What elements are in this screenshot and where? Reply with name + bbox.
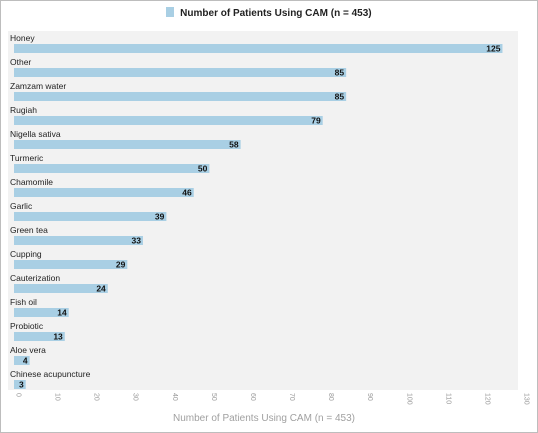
x-tick-label: 130 (523, 393, 530, 405)
x-tick-label: 0 (15, 393, 22, 397)
category-label: Other (10, 57, 31, 67)
value-label: 29 (116, 260, 126, 270)
category-label: Cauterization (10, 273, 60, 283)
x-tick-label: 20 (93, 393, 100, 401)
category-label: Nigella sativa (10, 129, 61, 139)
bar (14, 92, 347, 101)
legend-swatch (166, 7, 175, 17)
category-label: Garlic (10, 201, 33, 211)
value-label: 13 (53, 332, 63, 342)
plot-area (8, 31, 518, 390)
bar (14, 236, 143, 245)
x-tick-label: 10 (54, 393, 61, 401)
bar (14, 308, 69, 317)
x-tick-label: 110 (444, 393, 451, 404)
x-tick-label: 40 (171, 393, 178, 401)
x-tick-label: 120 (483, 393, 490, 405)
bar (14, 68, 347, 77)
category-label: Honey (10, 33, 35, 43)
x-tick-label: 100 (405, 393, 412, 405)
category-label: Green tea (10, 225, 48, 235)
category-label: Aloe vera (10, 345, 46, 355)
category-label: Cupping (10, 249, 42, 259)
legend: Number of Patients Using CAM (n = 453) (0, 7, 538, 19)
value-label: 39 (155, 212, 165, 222)
value-label: 33 (131, 236, 141, 246)
value-label: 4 (23, 356, 28, 366)
category-label: Rugiah (10, 105, 37, 115)
x-tick-label: 70 (288, 393, 295, 401)
value-label: 24 (96, 284, 106, 294)
bar (14, 284, 108, 293)
category-label: Turmeric (10, 153, 44, 163)
value-label: 79 (311, 116, 321, 126)
x-tick-label: 60 (249, 393, 256, 401)
category-label: Chinese acupuncture (10, 369, 91, 379)
bar (14, 44, 503, 53)
bar (14, 260, 128, 269)
category-label: Zamzam water (10, 81, 66, 91)
x-tick-label: 80 (327, 393, 334, 401)
x-tick-label: 90 (366, 393, 373, 401)
bar (14, 188, 194, 197)
value-label: 50 (198, 164, 208, 174)
value-label: 125 (486, 44, 500, 54)
bar (14, 116, 323, 125)
legend-label: Number of Patients Using CAM (n = 453) (180, 8, 372, 19)
bar (14, 212, 167, 221)
category-label: Fish oil (10, 297, 37, 307)
x-tick-label: 50 (210, 393, 217, 401)
value-label: 3 (19, 380, 24, 390)
category-label: Probiotic (10, 321, 44, 331)
category-label: Chamomile (10, 177, 53, 187)
value-label: 85 (335, 92, 345, 102)
x-tick-label: 30 (132, 393, 139, 401)
value-label: 14 (57, 308, 67, 318)
value-label: 85 (335, 68, 345, 78)
value-label: 58 (229, 140, 239, 150)
x-axis-title: Number of Patients Using CAM (n = 453) (173, 413, 355, 424)
bar (14, 164, 210, 173)
bar (14, 356, 30, 365)
bar (14, 140, 241, 149)
bar (14, 380, 26, 389)
bar (14, 332, 65, 341)
value-label: 46 (182, 188, 192, 198)
